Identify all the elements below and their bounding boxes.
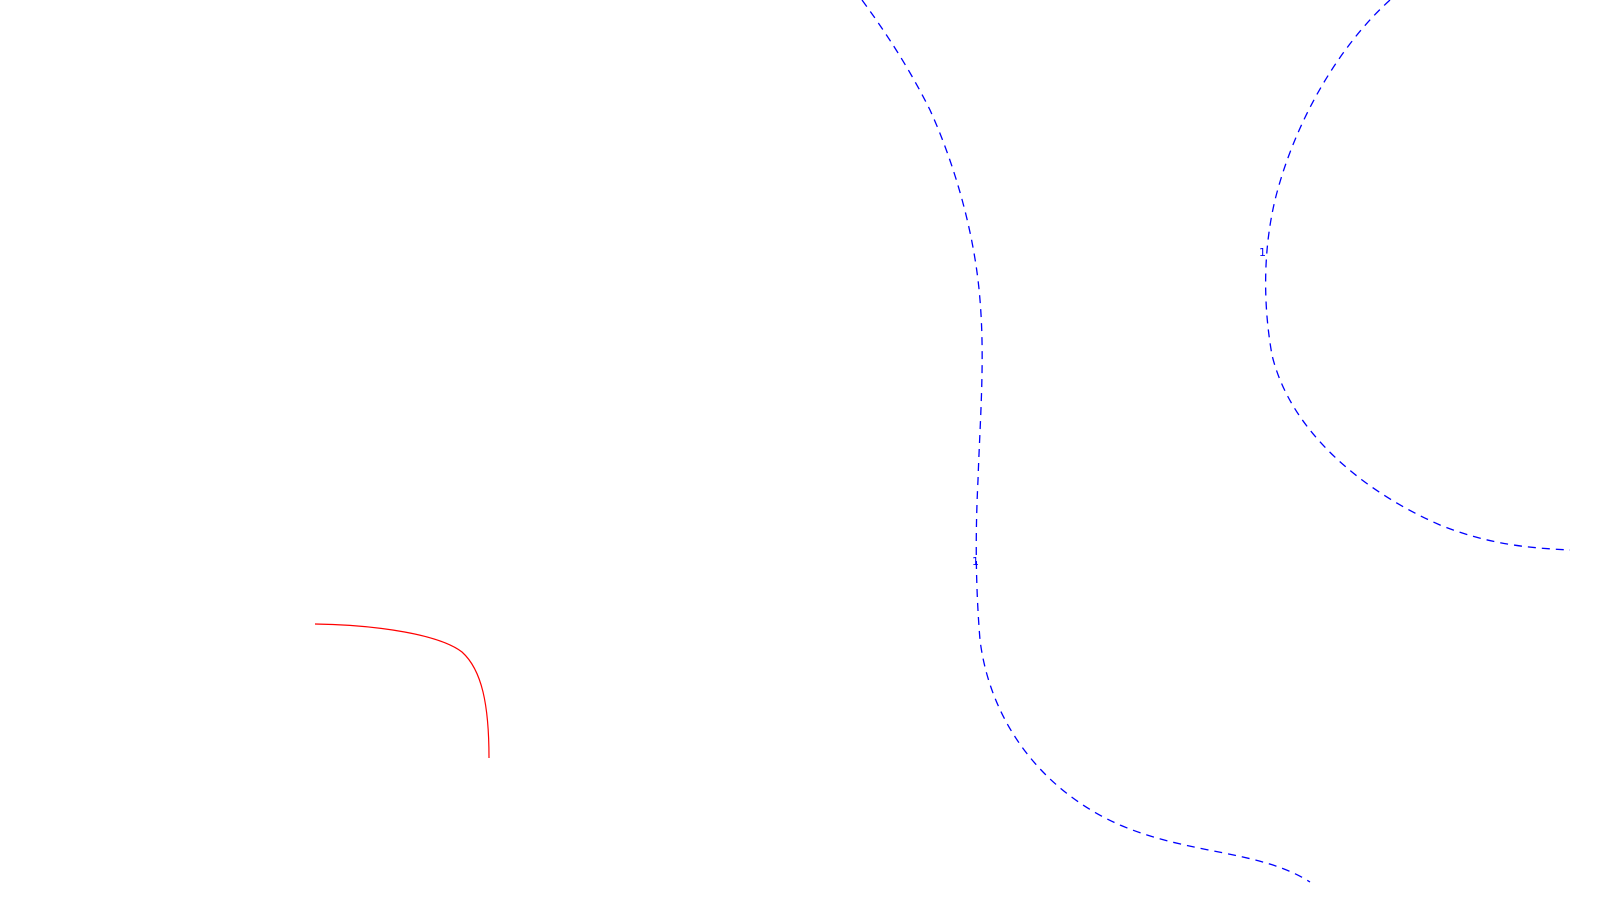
contour-right-label: 1 — [1259, 246, 1266, 259]
contour-line-right — [1264, 0, 1571, 551]
contour-left-label: 1 — [972, 555, 979, 568]
contour-line-left — [861, 0, 1311, 883]
red-arc-line — [314, 623, 490, 759]
